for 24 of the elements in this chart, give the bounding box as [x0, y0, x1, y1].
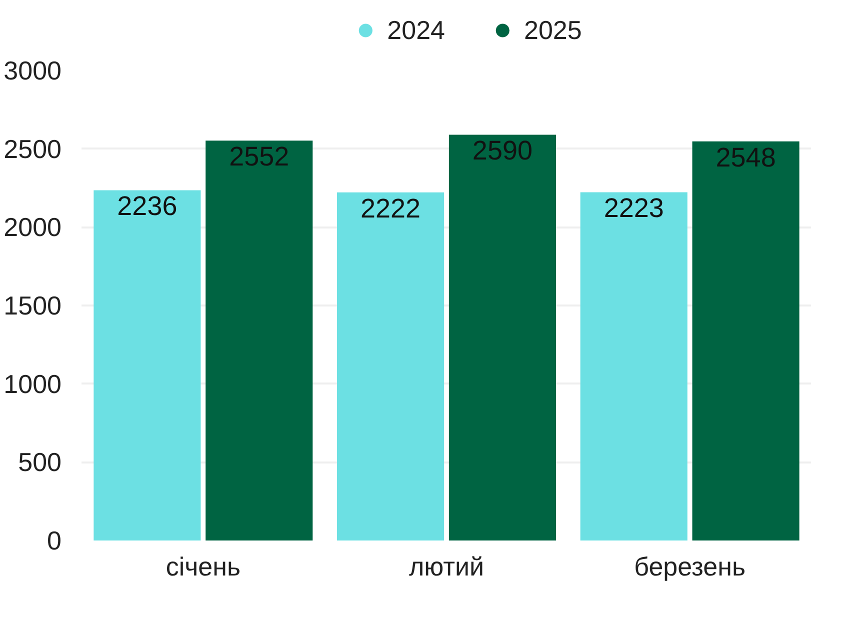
data-label: 2236 [117, 191, 178, 222]
x-tick-label: січень [166, 552, 241, 582]
data-label: 2552 [229, 142, 290, 172]
legend-label: 2025 [524, 14, 582, 46]
y-tick-label: 1500 [4, 290, 62, 320]
bar [206, 140, 313, 540]
x-tick-label: березень [634, 552, 746, 582]
y-tick-label: 500 [18, 447, 62, 478]
bar [692, 141, 800, 540]
data-label: 2223 [604, 193, 664, 224]
y-tick-label: 1000 [4, 368, 62, 399]
bar [337, 192, 444, 540]
data-label: 2590 [472, 136, 533, 166]
y-tick-label: 2000 [4, 212, 62, 242]
x-tick-label: лютий [408, 552, 484, 582]
bar [94, 190, 201, 540]
legend-label: 2024 [387, 14, 445, 46]
bar [448, 134, 556, 540]
data-label: 2222 [360, 193, 421, 224]
y-tick-label: 2500 [4, 134, 62, 164]
data-label: 2548 [716, 142, 776, 172]
y-tick-label: 0 [47, 526, 62, 556]
bar [580, 192, 688, 540]
y-tick-label: 3000 [4, 56, 62, 86]
